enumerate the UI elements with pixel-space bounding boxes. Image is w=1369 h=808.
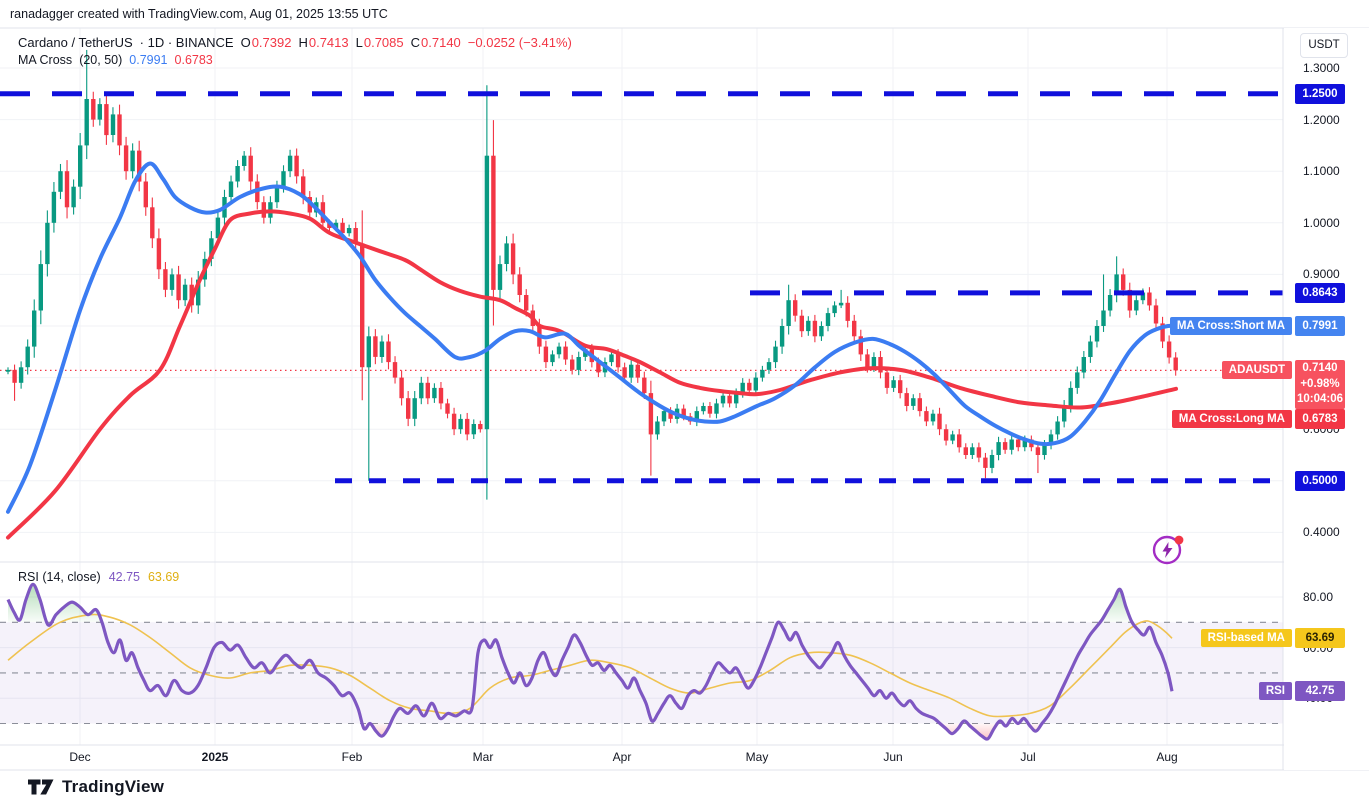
time-label-May: May xyxy=(745,750,769,764)
time-label-Aug: Aug xyxy=(1156,750,1178,764)
ohlc-close: C0.7140 xyxy=(410,35,461,50)
indicator-name: MA Cross xyxy=(18,53,73,67)
ma-long-line xyxy=(6,209,1178,540)
rsi-ma-value: 63.69 xyxy=(147,570,180,584)
time-label-Apr: Apr xyxy=(612,750,632,764)
level-badge-1.2500: 1.2500 xyxy=(1295,83,1345,104)
symbol-meta: · 1D · BINANCE xyxy=(139,35,234,50)
long-ma-label-badge: MA Cross:Long MA xyxy=(1171,410,1292,429)
short-ma-price-badge: 0.7991 xyxy=(1295,316,1345,337)
time-label-Jun: Jun xyxy=(883,750,903,764)
rsi-ma-label-badge: RSI-based MA xyxy=(1200,629,1292,648)
time-label-2025: 2025 xyxy=(201,750,229,764)
time-label-Dec: Dec xyxy=(69,750,91,764)
last-change: +0.98% xyxy=(1300,377,1340,390)
boost-icon[interactable] xyxy=(1150,531,1188,567)
time-label-Mar: Mar xyxy=(472,750,494,764)
tradingview-wordmark[interactable]: TradingView xyxy=(62,777,165,796)
tradingview-logo-icon[interactable] xyxy=(28,777,54,797)
long-ma-price-badge: 0.6783 xyxy=(1295,409,1345,430)
price-tick-0.4000: 0.4000 xyxy=(1303,525,1340,540)
rsi-line xyxy=(6,582,1174,741)
price-tick-1.0000: 1.0000 xyxy=(1303,215,1340,230)
short-ma-value: 0.7991 xyxy=(129,53,168,67)
price-tick-0.9000: 0.9000 xyxy=(1303,267,1340,282)
time-label-Feb: Feb xyxy=(341,750,363,764)
rsi-value: 42.75 xyxy=(108,570,140,584)
price-tick-1.3000: 1.3000 xyxy=(1303,61,1340,75)
last-price: 0.7140 xyxy=(1302,362,1338,375)
symbol-legend[interactable]: Cardano / TetherUS · 1D · BINANCE O0.739… xyxy=(18,34,572,69)
attribution-text: ranadagger created with TradingView.com,… xyxy=(10,7,388,21)
countdown-timer: 10:04:06 xyxy=(1296,393,1344,406)
rsi-ma-line xyxy=(7,613,1173,718)
last-price-badge: 0.7140 +0.98% 10:04:06 xyxy=(1295,360,1345,409)
daily-change: −0.0252 (−3.41%) xyxy=(467,35,572,50)
pane-borders xyxy=(0,27,1369,771)
ma-cross-row[interactable]: MA Cross (20, 50) 0.7991 0.6783 xyxy=(18,52,572,69)
symbol-row[interactable]: Cardano / TetherUS · 1D · BINANCE O0.739… xyxy=(18,34,572,51)
time-label-Jul: Jul xyxy=(1020,750,1036,764)
ma-short-line xyxy=(6,161,1178,514)
level-badge-0.5000: 0.5000 xyxy=(1295,470,1345,491)
rsi-label-badge: RSI xyxy=(1258,682,1292,701)
ohlc-high: H0.7413 xyxy=(298,35,349,50)
ohlc-open: O0.7392 xyxy=(240,35,292,50)
symbol-label-badge: ADAUSDT xyxy=(1221,361,1292,380)
candlestick-series[interactable] xyxy=(5,49,1178,500)
footer: TradingView xyxy=(28,777,164,797)
rsi-legend[interactable]: RSI (14, close) 42.75 63.69 xyxy=(18,570,179,584)
currency-button[interactable]: USDT xyxy=(1300,33,1348,58)
price-tick-1.1000: 1.1000 xyxy=(1303,164,1340,179)
long-ma-value: 0.6783 xyxy=(174,53,213,67)
price-tick-1.2000: 1.2000 xyxy=(1303,112,1340,127)
short-ma-label-badge: MA Cross:Short MA xyxy=(1169,317,1292,336)
rsi-tick-80.00: 80.00 xyxy=(1303,590,1334,604)
rsi-name: RSI (14, close) xyxy=(18,570,101,584)
symbol-title: Cardano / TetherUS xyxy=(18,35,133,50)
rsi-ma-value-badge: 63.69 xyxy=(1295,628,1345,649)
level-badge-0.8643: 0.8643 xyxy=(1295,282,1345,303)
indicator-params: (20, 50) xyxy=(79,53,123,67)
ohlc-low: L0.7085 xyxy=(355,35,404,50)
rsi-value-badge: 42.75 xyxy=(1295,681,1345,702)
